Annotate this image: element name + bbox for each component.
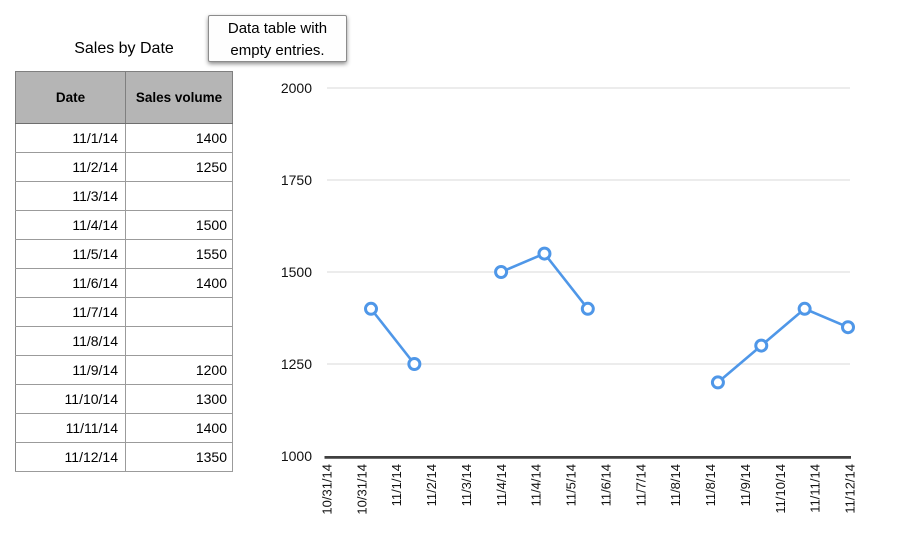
data-point-marker <box>797 301 812 316</box>
sales-cell: 1350 <box>125 442 233 472</box>
sales-cell: 1550 <box>125 239 233 269</box>
date-cell: 11/8/14 <box>15 326 126 356</box>
col-header-date: Date <box>15 71 126 124</box>
table-header-row: Date Sales volume <box>15 71 233 124</box>
table-row: 11/6/14 1400 <box>15 268 233 298</box>
date-cell: 11/4/14 <box>15 210 126 240</box>
x-tick-label: 11/1/14 <box>389 464 404 506</box>
table-row: 11/4/14 1500 <box>15 210 233 240</box>
sales-cell: 1250 <box>125 152 233 182</box>
table-row: 11/5/14 1550 <box>15 239 233 269</box>
sales-cell: 1400 <box>125 268 233 298</box>
table-row: 11/3/14 <box>15 181 233 211</box>
date-cell: 11/3/14 <box>15 181 126 211</box>
sales-table: Date Sales volume 11/1/14 1400 11/2/14 1250… <box>15 71 233 472</box>
x-tick-label: 10/31/14 <box>354 464 369 515</box>
x-tick-label: 11/8/14 <box>703 464 718 506</box>
x-tick-label: 11/3/14 <box>459 464 474 506</box>
table-row: 11/8/14 <box>15 326 233 356</box>
sales-cell: 1400 <box>125 413 233 443</box>
x-tick-label: 11/11/14 <box>808 464 823 513</box>
x-tick-label: 11/4/14 <box>529 464 544 506</box>
date-cell: 11/2/14 <box>15 152 126 182</box>
date-cell: 11/5/14 <box>15 239 126 269</box>
sales-cell <box>125 326 233 356</box>
y-tick-label: 1500 <box>281 264 312 280</box>
series-line-segment <box>717 307 849 384</box>
table-body: 11/1/14 1400 11/2/14 1250 11/3/14 11/4/14 1500… <box>15 123 233 472</box>
sales-cell: 1500 <box>125 210 233 240</box>
table-row: 11/9/14 1200 <box>15 355 233 385</box>
data-point-marker <box>710 375 725 390</box>
x-tick-label: 11/2/14 <box>424 464 439 506</box>
date-cell: 11/12/14 <box>15 442 126 472</box>
col-header-sales-volume: Sales volume <box>125 71 233 124</box>
table-row: 11/7/14 <box>15 297 233 327</box>
series-line-segment <box>500 252 589 310</box>
date-cell: 11/9/14 <box>15 355 126 385</box>
y-tick-label: 1250 <box>281 356 312 372</box>
x-tick-label: 11/6/14 <box>598 464 613 506</box>
x-tick-label: 11/8/14 <box>668 464 683 506</box>
sales-cell <box>125 297 233 327</box>
table-row: 11/12/14 1350 <box>15 442 233 472</box>
table-row: 11/1/14 1400 <box>15 123 233 153</box>
date-cell: 11/1/14 <box>15 123 126 153</box>
data-point-marker <box>841 320 855 335</box>
sales-line-chart: 2000 1750 1500 1250 1000 10/31/14 10/31/14 11/1… <box>281 80 858 515</box>
table-title: Sales by Date <box>74 40 174 57</box>
date-cell: 11/11/14 <box>15 413 126 443</box>
table-row: 11/2/14 1250 <box>15 152 233 182</box>
data-point-marker <box>407 357 422 371</box>
sales-cell: 1300 <box>125 384 233 414</box>
data-point-marker <box>494 265 509 279</box>
table-header: Date Sales volume <box>15 71 233 124</box>
table-row: 11/10/14 1300 <box>15 384 233 414</box>
date-cell: 11/7/14 <box>15 297 126 327</box>
x-tick-label: 11/5/14 <box>564 464 579 506</box>
data-point-marker <box>364 301 378 316</box>
date-cell: 11/6/14 <box>15 268 126 298</box>
data-point-marker <box>754 338 769 353</box>
sales-cell <box>125 181 233 211</box>
callout-line-2: empty entries. <box>230 41 325 59</box>
data-point-marker <box>580 301 595 316</box>
data-point-marker <box>537 246 552 261</box>
y-tick-label: 1750 <box>281 172 312 188</box>
series-line-segment <box>369 307 416 365</box>
x-tick-label: 11/12/14 <box>843 464 858 514</box>
sales-cell: 1400 <box>125 123 233 153</box>
x-tick-label: 11/4/14 <box>494 464 509 506</box>
callout-line-1: Data table with <box>227 20 328 37</box>
x-tick-label: 11/7/14 <box>633 464 648 506</box>
x-tick-label: 10/31/14 <box>320 464 335 515</box>
y-tick-label: 1000 <box>281 448 312 464</box>
callout-note: Data table with empty entries. <box>208 15 347 62</box>
table-row: 11/11/14 1400 <box>15 413 233 443</box>
x-tick-label: 11/9/14 <box>738 464 753 506</box>
x-tick-label: 11/10/14 <box>773 464 788 514</box>
sales-cell: 1200 <box>125 355 233 385</box>
date-cell: 11/10/14 <box>15 384 126 414</box>
y-tick-label: 2000 <box>281 80 312 96</box>
